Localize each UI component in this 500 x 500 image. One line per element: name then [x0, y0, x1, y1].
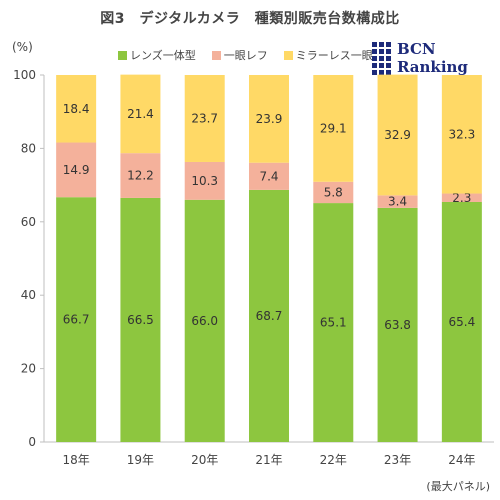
bar-segment: [441, 75, 482, 194]
x-tick-label: 24年: [448, 453, 475, 467]
data-label: 18.4: [63, 102, 90, 116]
bar-segment: [56, 197, 97, 442]
bar-segment: [249, 162, 289, 190]
logo-mark-icon: [372, 41, 391, 75]
x-tick-label: 19年: [127, 453, 154, 467]
data-label: 10.3: [191, 174, 218, 188]
y-tick-label: 40: [21, 288, 36, 302]
bar-segment: [313, 203, 354, 442]
legend-swatch: [211, 50, 221, 60]
data-label: 12.2: [127, 169, 154, 183]
bar-segment: [120, 197, 161, 442]
bar-segment: [377, 195, 418, 208]
bcn-ranking-logo: BCN Ranking: [372, 40, 500, 76]
bar-segment: [184, 75, 225, 162]
x-tick-label: 18年: [63, 453, 90, 467]
legend-item: レンズ一体型: [118, 47, 196, 63]
legend-swatch: [118, 50, 127, 60]
legend-label: レンズ一体型: [130, 49, 196, 62]
bar-segment: [56, 75, 97, 143]
data-label: 23.9: [256, 112, 283, 126]
bar-segment: [313, 181, 354, 204]
legend-item: ミラーレス一眼: [283, 47, 373, 63]
data-label: 32.9: [384, 128, 411, 142]
legend: レンズ一体型 一眼レフ ミラーレス一眼: [118, 47, 373, 63]
data-label: 32.3: [448, 127, 475, 141]
data-label: 63.8: [384, 318, 411, 332]
y-axis-unit-label: (%): [12, 40, 33, 54]
data-label: 14.9: [63, 163, 90, 177]
chart-note: (最大パネル): [426, 480, 490, 493]
bar-segment: [120, 74, 161, 154]
bar-segment: [441, 201, 482, 442]
y-tick-label: 20: [21, 362, 36, 376]
data-label: 65.1: [320, 316, 347, 330]
data-label: 5.8: [324, 185, 343, 199]
bar-segment: [56, 142, 97, 198]
chart-title: 図3 デジタルカメラ 種類別販売台数構成比: [100, 11, 400, 27]
bar-segment: [184, 199, 225, 442]
bar-segment: [120, 153, 161, 198]
data-label: 68.7: [256, 309, 283, 323]
bar-segment: [249, 75, 289, 163]
legend-label: ミラーレス一眼: [295, 49, 373, 62]
data-label: 29.1: [320, 121, 347, 135]
x-tick-label: 20年: [191, 453, 218, 467]
data-label: 2.3: [452, 191, 471, 205]
y-tick-label: 80: [21, 141, 36, 155]
data-label: 3.4: [388, 195, 407, 209]
x-tick-label: 22年: [320, 453, 347, 467]
bar-segment: [441, 193, 482, 202]
y-tick-label: 60: [21, 215, 36, 229]
bar-segment: [184, 161, 225, 200]
data-label: 21.4: [127, 107, 154, 121]
data-label: 7.4: [259, 169, 278, 183]
data-label: 65.4: [448, 315, 475, 329]
bar-segment: [249, 189, 289, 442]
bar-segment: [313, 75, 354, 182]
x-tick-label: 23年: [384, 453, 411, 467]
y-tick-label: 0: [28, 435, 36, 449]
bar-segment: [377, 74, 418, 196]
x-tick-label: 21年: [255, 453, 282, 467]
bar-segment: [377, 207, 418, 442]
data-label: 66.7: [63, 313, 90, 327]
legend-item: 一眼レフ: [211, 47, 268, 63]
y-tick-label: 100: [13, 68, 36, 82]
data-label: 23.7: [191, 111, 218, 125]
data-label: 66.5: [127, 313, 154, 327]
data-label: 66.0: [191, 314, 218, 328]
logo-text: BCN Ranking: [397, 40, 468, 76]
legend-swatch: [283, 50, 293, 60]
legend-label: 一眼レフ: [223, 49, 268, 62]
